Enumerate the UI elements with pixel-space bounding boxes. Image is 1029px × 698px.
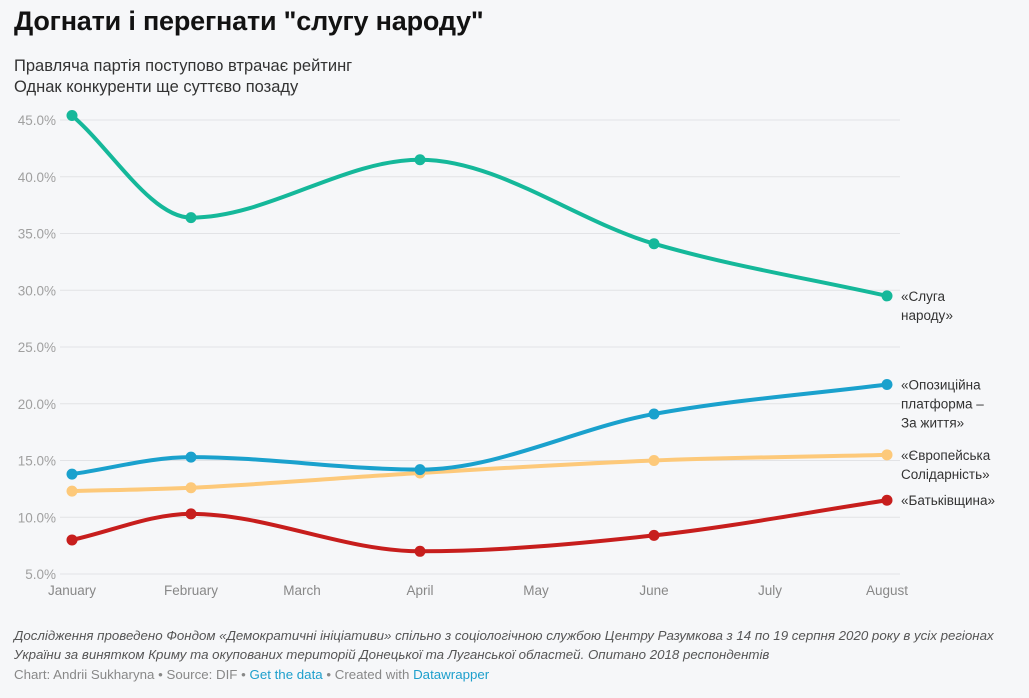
data-point — [414, 154, 426, 166]
data-point — [648, 408, 660, 420]
data-point — [185, 508, 197, 520]
chart-title: Догнати і перегнати "слугу народу" — [14, 6, 484, 36]
data-point — [648, 455, 660, 466]
series-label: «Слуга — [901, 289, 946, 304]
subtitle-line-1: Правляча партія поступово втрачає рейтин… — [14, 57, 353, 75]
x-axis-ticks: January February March April May June July Augu… — [48, 583, 908, 598]
y-tick-label: 45.0% — [18, 113, 56, 128]
y-tick-label: 30.0% — [18, 283, 56, 298]
series-label: «Батьківщина» — [901, 493, 995, 508]
y-tick-label: 20.0% — [18, 397, 56, 412]
y-tick-label: 10.0% — [18, 510, 56, 525]
series-label: Солідарність» — [901, 467, 990, 482]
series-line — [70, 113, 889, 298]
series-line — [70, 452, 889, 494]
y-tick-label: 35.0% — [18, 227, 56, 242]
chart-source: Source: DIF — [166, 667, 238, 682]
x-tick-label: April — [406, 583, 433, 598]
series-label: платформа – — [901, 396, 984, 411]
datawrapper-link[interactable]: Datawrapper — [413, 667, 490, 682]
series-line — [70, 498, 889, 554]
chart-subtitle: Правляча партія поступово втрачає рейтин… — [14, 56, 352, 98]
x-tick-label: January — [48, 583, 96, 598]
series-label: «Опозиційна — [901, 377, 981, 392]
data-point — [648, 529, 660, 541]
data-point — [185, 212, 197, 224]
separator: • — [237, 667, 250, 682]
data-point — [66, 485, 78, 497]
data-point — [648, 238, 660, 250]
data-point — [66, 534, 78, 546]
data-point — [66, 109, 78, 121]
line-chart: 5.0% 10.0% 15.0% 20.0% 25.0% 30.0% 35.0% 40.0% 4… — [18, 109, 995, 598]
series-line — [70, 382, 889, 477]
x-tick-label: July — [758, 583, 782, 598]
data-point — [414, 464, 426, 476]
data-point — [881, 449, 893, 461]
chart-notes: Дослідження проведено Фондом «Демократич… — [14, 628, 994, 662]
separator: • — [154, 667, 167, 682]
subtitle-line-2: Однак конкуренти ще суттєво позаду — [14, 78, 299, 96]
series-points — [66, 109, 893, 557]
chart-author: Chart: Andrii Sukharyna — [14, 667, 155, 682]
y-tick-label: 5.0% — [25, 567, 56, 582]
data-point — [881, 494, 893, 506]
x-tick-label: February — [164, 583, 218, 598]
y-tick-label: 40.0% — [18, 170, 56, 185]
data-point — [881, 378, 893, 390]
data-point — [185, 482, 197, 494]
created-with-text: Created with — [334, 667, 410, 682]
data-point — [414, 545, 426, 557]
y-tick-label: 15.0% — [18, 454, 56, 469]
data-point — [881, 290, 893, 302]
x-tick-label: May — [523, 583, 549, 598]
gridlines — [60, 119, 900, 575]
series-lines — [70, 113, 889, 554]
chart-footer: Chart: Andrii Sukharyna • Source: DIF • … — [14, 667, 489, 682]
x-tick-label: August — [866, 583, 908, 598]
series-labels: «Слуга народу» «Опозиційна платформа – За жи… — [901, 289, 995, 508]
series-label: За життя» — [901, 415, 964, 430]
data-point — [66, 468, 78, 480]
separator: • — [322, 667, 335, 682]
data-point — [185, 451, 197, 463]
series-label: народу» — [901, 308, 953, 323]
x-tick-label: June — [639, 583, 668, 598]
x-tick-label: March — [283, 583, 321, 598]
get-data-link[interactable]: Get the data — [249, 667, 323, 682]
y-axis-ticks: 5.0% 10.0% 15.0% 20.0% 25.0% 30.0% 35.0% 40.0% 4… — [18, 113, 56, 582]
series-label: «Європейська — [901, 448, 991, 463]
y-tick-label: 25.0% — [18, 340, 56, 355]
